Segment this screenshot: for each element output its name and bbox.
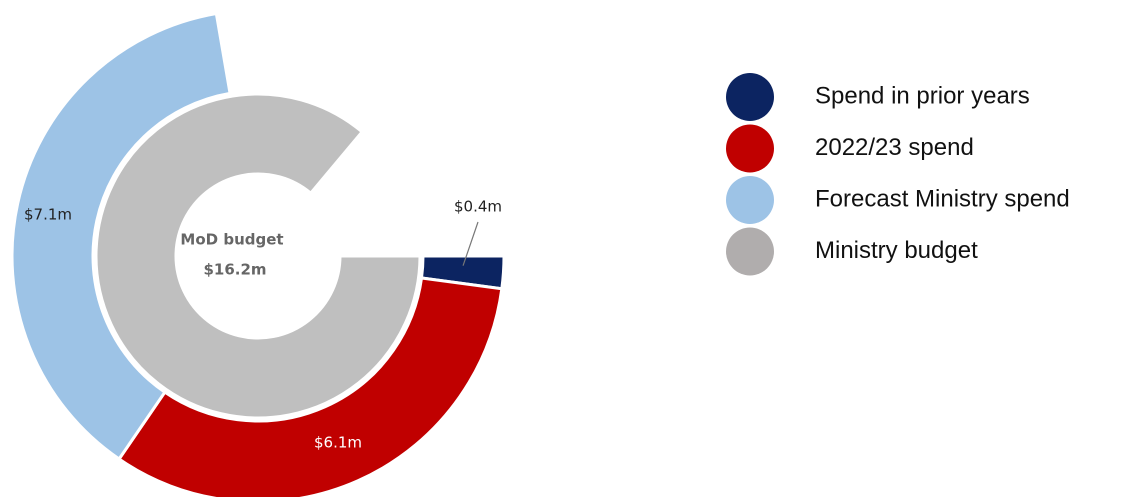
- data-label: $7.1m: [24, 206, 72, 224]
- leader-line: [462, 221, 479, 266]
- donut-segment: [94, 92, 422, 420]
- data-label: $6.1m: [314, 434, 362, 452]
- data-label: $0.4m: [454, 198, 502, 216]
- legend-label: Spend in prior years: [815, 82, 1030, 109]
- legend-label: 2022/23 spend: [815, 134, 974, 161]
- donut-segment: [10, 11, 232, 462]
- center-label: MoD budget: [180, 231, 283, 249]
- data-label: $16.2m: [203, 261, 266, 279]
- legend-marker: [726, 73, 774, 121]
- legend-marker: [726, 176, 774, 224]
- donut-segment: [116, 276, 504, 497]
- legend-marker: [726, 227, 774, 276]
- legend-label: Forecast Ministry spend: [815, 185, 1070, 212]
- legend-marker: [726, 124, 774, 173]
- legend-label: Ministry budget: [815, 237, 978, 264]
